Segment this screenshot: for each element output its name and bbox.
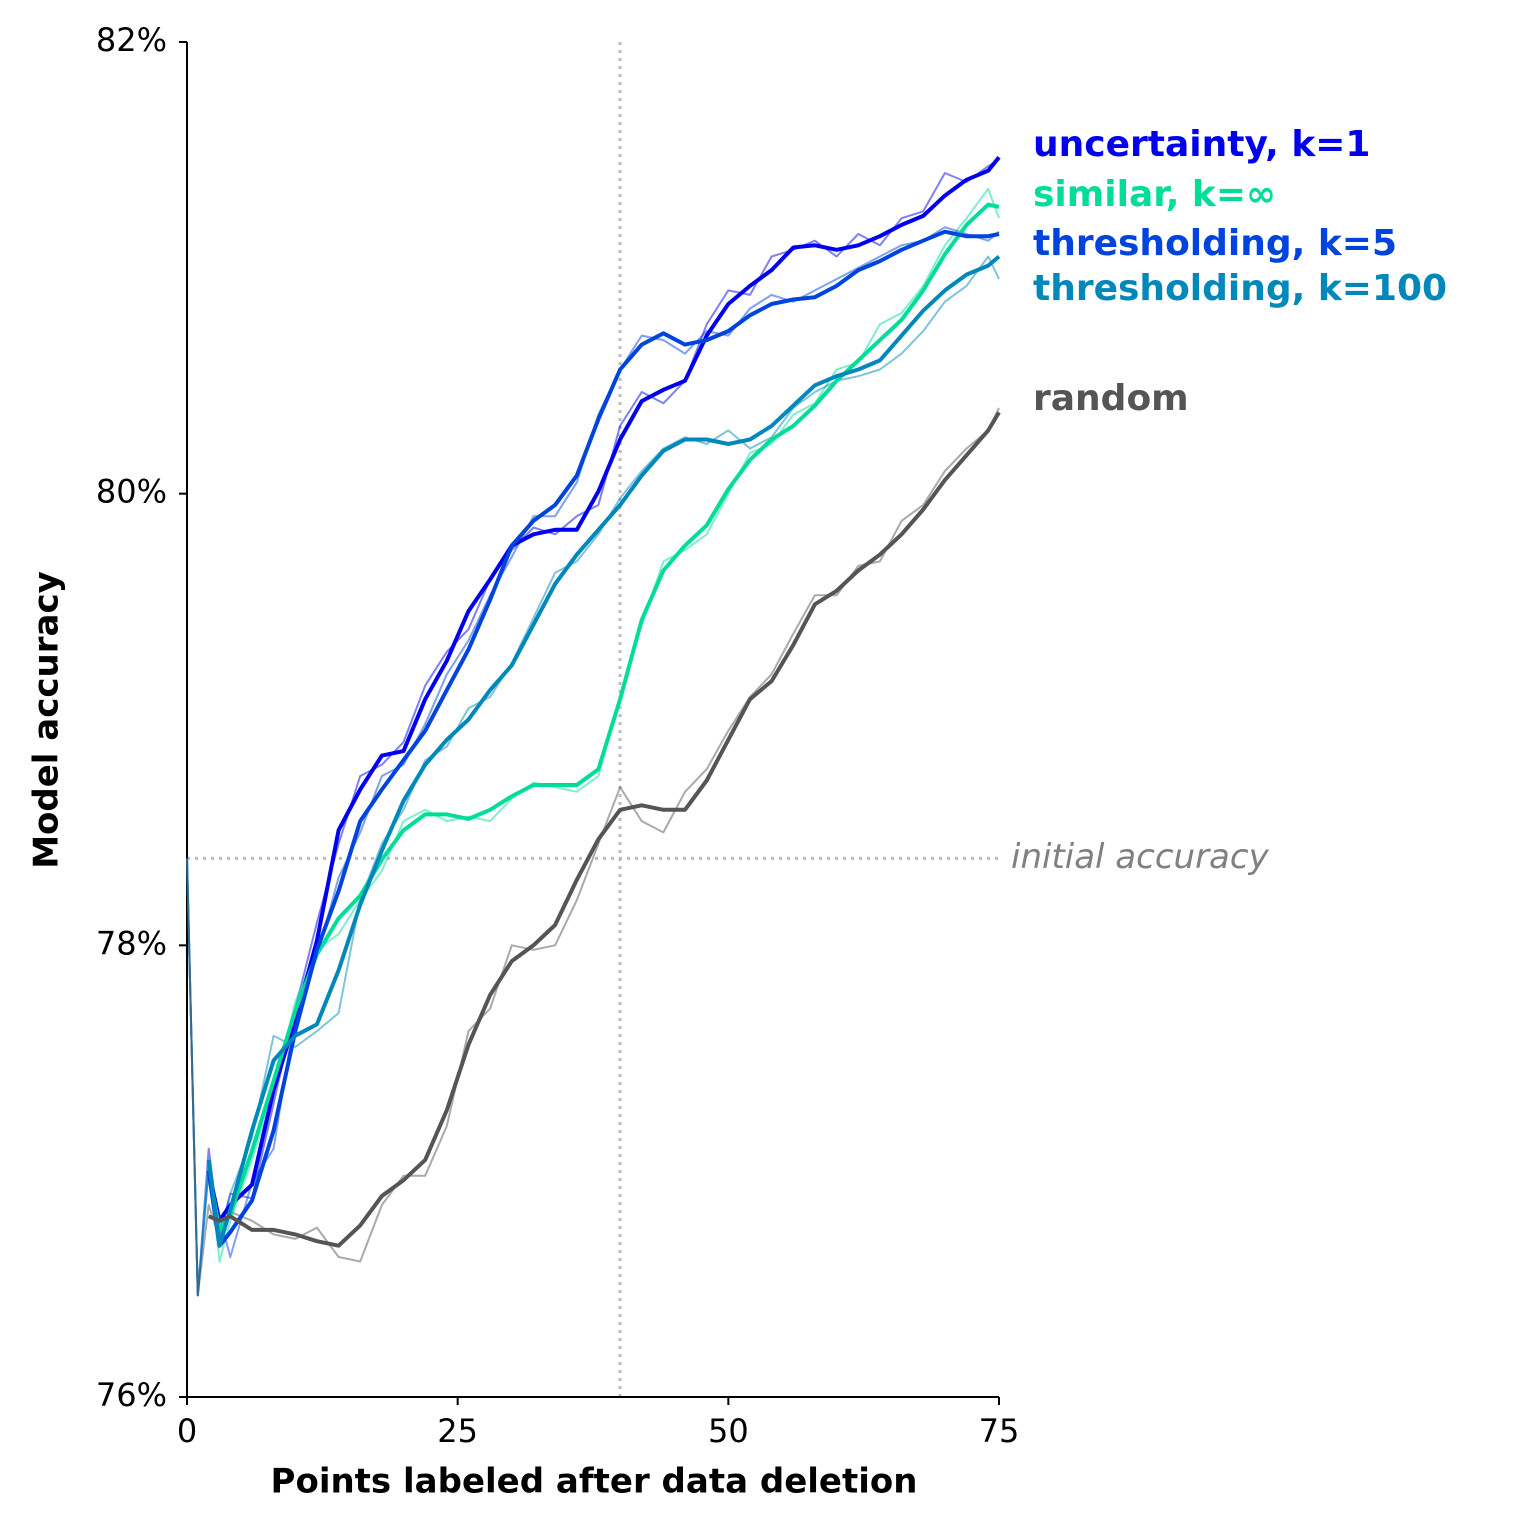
- series-line: [206, 254, 1001, 1248]
- series-line: [207, 411, 1001, 1248]
- series-line: [186, 187, 1000, 1297]
- y-tick-label: 78%: [96, 924, 167, 962]
- annotation: initial accuracy: [1011, 837, 1270, 877]
- series-label: similar, k=∞: [1033, 174, 1276, 215]
- series-label: uncertainty, k=1: [1033, 124, 1370, 165]
- y-tick-label: 82%: [96, 21, 167, 59]
- series-label: random: [1033, 378, 1189, 419]
- series-line: [206, 229, 1000, 1248]
- series-line: [186, 255, 1000, 1297]
- x-tick-label: 50: [708, 1412, 749, 1450]
- series-line: [186, 226, 1000, 1297]
- y-tick-label: 80%: [96, 473, 167, 511]
- series-line: [206, 202, 1000, 1232]
- series-label: thresholding, k=5: [1033, 223, 1397, 264]
- x-tick-label: 75: [979, 1412, 1020, 1450]
- y-tick-label: 76%: [96, 1376, 167, 1414]
- x-tick-label: 25: [437, 1412, 478, 1450]
- y-axis-label: Model accuracy: [27, 571, 67, 869]
- x-axis-label: Points labeled after data deletion: [271, 1462, 918, 1502]
- x-tick-label: 0: [177, 1412, 197, 1450]
- series-label: thresholding, k=100: [1033, 268, 1447, 309]
- series-line: [206, 155, 1001, 1223]
